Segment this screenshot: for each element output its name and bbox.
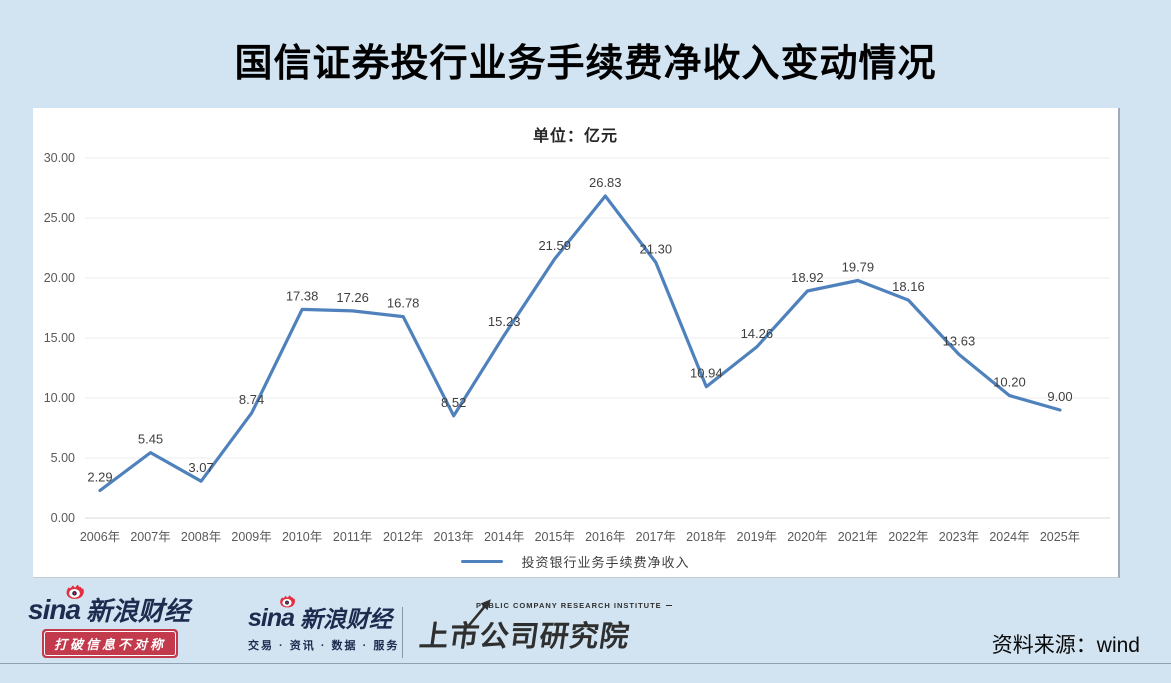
line-chart: 0.00 5.00 10.00 15.00 20.00 25.00 30.00 2006年 20… xyxy=(44,151,1110,544)
y-tick-label: 10.00 xyxy=(44,391,75,405)
institute-name-en: PUBLIC COMPANY RESEARCH INSTITUTE xyxy=(476,601,662,610)
x-tick-label: 2006年 xyxy=(80,530,120,544)
legend-series-label: 投资银行业务手续费净收入 xyxy=(521,555,690,570)
page-title: 国信证券投行业务手续费净收入变动情况 xyxy=(234,43,937,85)
data-label: 21.59 xyxy=(538,238,571,253)
data-label: 10.20 xyxy=(993,375,1026,390)
y-tick-label: 30.00 xyxy=(44,151,75,165)
x-tick-label: 2023年 xyxy=(939,530,979,544)
data-label: 17.38 xyxy=(286,288,319,303)
x-tick-label: 2025年 xyxy=(1040,530,1080,544)
arrow-up-icon xyxy=(462,595,496,634)
x-tick-label: 2024年 xyxy=(989,530,1029,544)
x-tick-label: 2010年 xyxy=(282,530,322,544)
x-tick-label: 2009年 xyxy=(231,530,271,544)
data-label: 18.16 xyxy=(892,279,925,294)
chart-unit-subtitle: 单位：亿元 xyxy=(532,128,618,145)
legend-line-swatch xyxy=(461,559,504,564)
x-tick-label: 2013年 xyxy=(434,530,474,544)
data-label: 5.45 xyxy=(138,432,163,447)
y-tick-label: 0.00 xyxy=(51,511,75,525)
sina-wordmark: sina xyxy=(28,594,81,625)
y-tick-label: 25.00 xyxy=(44,211,75,225)
sina-finance-logo-services: sina 新浪财经 交易 · 资讯 · 数据 · 服务 xyxy=(248,595,400,653)
y-tick-label: 5.00 xyxy=(51,451,75,465)
sina-services-tagline: 交易 · 资讯 · 数据 · 服务 xyxy=(248,640,400,652)
footer-vertical-divider xyxy=(402,607,403,658)
sina-finance-name: 新浪财经 xyxy=(86,596,191,626)
sina-wordmark: sina xyxy=(248,604,295,632)
institute-name-zh: 上市公司研究院 xyxy=(417,621,632,653)
data-label: 10.94 xyxy=(690,366,723,381)
data-label: 18.92 xyxy=(791,270,824,285)
data-label: 19.79 xyxy=(842,260,875,275)
sina-eye-icon xyxy=(64,583,85,606)
data-label: 8.52 xyxy=(441,395,466,410)
y-tick-label: 20.00 xyxy=(44,271,75,285)
x-tick-label: 2015年 xyxy=(535,530,575,544)
data-label: 21.30 xyxy=(640,241,673,256)
chart-panel: 单位：亿元 0.00 5.00 10.00 15.00 20.00 25.00 30.00 2… xyxy=(33,108,1120,578)
data-label: 13.63 xyxy=(943,333,976,348)
sina-eye-icon xyxy=(278,594,296,614)
data-label: 3.07 xyxy=(188,460,213,475)
data-source-note: 资料来源：wind xyxy=(991,634,1140,657)
footer-divider-line xyxy=(0,663,1171,664)
data-label: 15.23 xyxy=(488,314,521,329)
research-institute-logo: PUBLIC COMPANY RESEARCH INSTITUTE 上市公司研究… xyxy=(417,599,662,655)
sina-slogan-text: 打破信息不对称 xyxy=(44,631,177,656)
sina-logo-row: sina 新浪财经 xyxy=(28,585,198,626)
chart-legend: 投资银行业务手续费净收入 xyxy=(33,552,1118,571)
x-tick-label: 2021年 xyxy=(838,530,878,544)
sina-finance-name: 新浪财经 xyxy=(300,606,393,632)
x-tick-label: 2017年 xyxy=(636,530,676,544)
x-tick-label: 2011年 xyxy=(333,530,372,544)
data-label: 26.83 xyxy=(589,175,622,190)
data-label: 2.29 xyxy=(87,470,112,485)
x-tick-label: 2008年 xyxy=(181,530,221,544)
x-tick-label: 2014年 xyxy=(484,530,524,544)
x-tick-label: 2016年 xyxy=(585,530,625,544)
x-tick-label: 2007年 xyxy=(130,530,170,544)
data-label: 17.26 xyxy=(336,290,369,305)
x-tick-label: 2020年 xyxy=(787,530,827,544)
x-tick-label: 2012年 xyxy=(383,530,423,544)
data-label: 16.78 xyxy=(387,296,420,311)
sina-logo-row: sina 新浪财经 xyxy=(248,595,399,632)
sina-finance-logo-badge: sina 新浪财经 打破信息不对称 xyxy=(28,585,198,658)
data-label: 9.00 xyxy=(1047,389,1072,404)
y-tick-label: 15.00 xyxy=(44,331,75,345)
x-tick-label: 2019年 xyxy=(737,530,777,544)
series-line xyxy=(98,194,1062,493)
data-label: 8.74 xyxy=(239,392,264,407)
data-label: 14.26 xyxy=(741,326,774,341)
sina-slogan-badge: 打破信息不对称 xyxy=(42,629,179,658)
x-tick-label: 2018年 xyxy=(686,530,726,544)
x-tick-label: 2022年 xyxy=(888,530,928,544)
